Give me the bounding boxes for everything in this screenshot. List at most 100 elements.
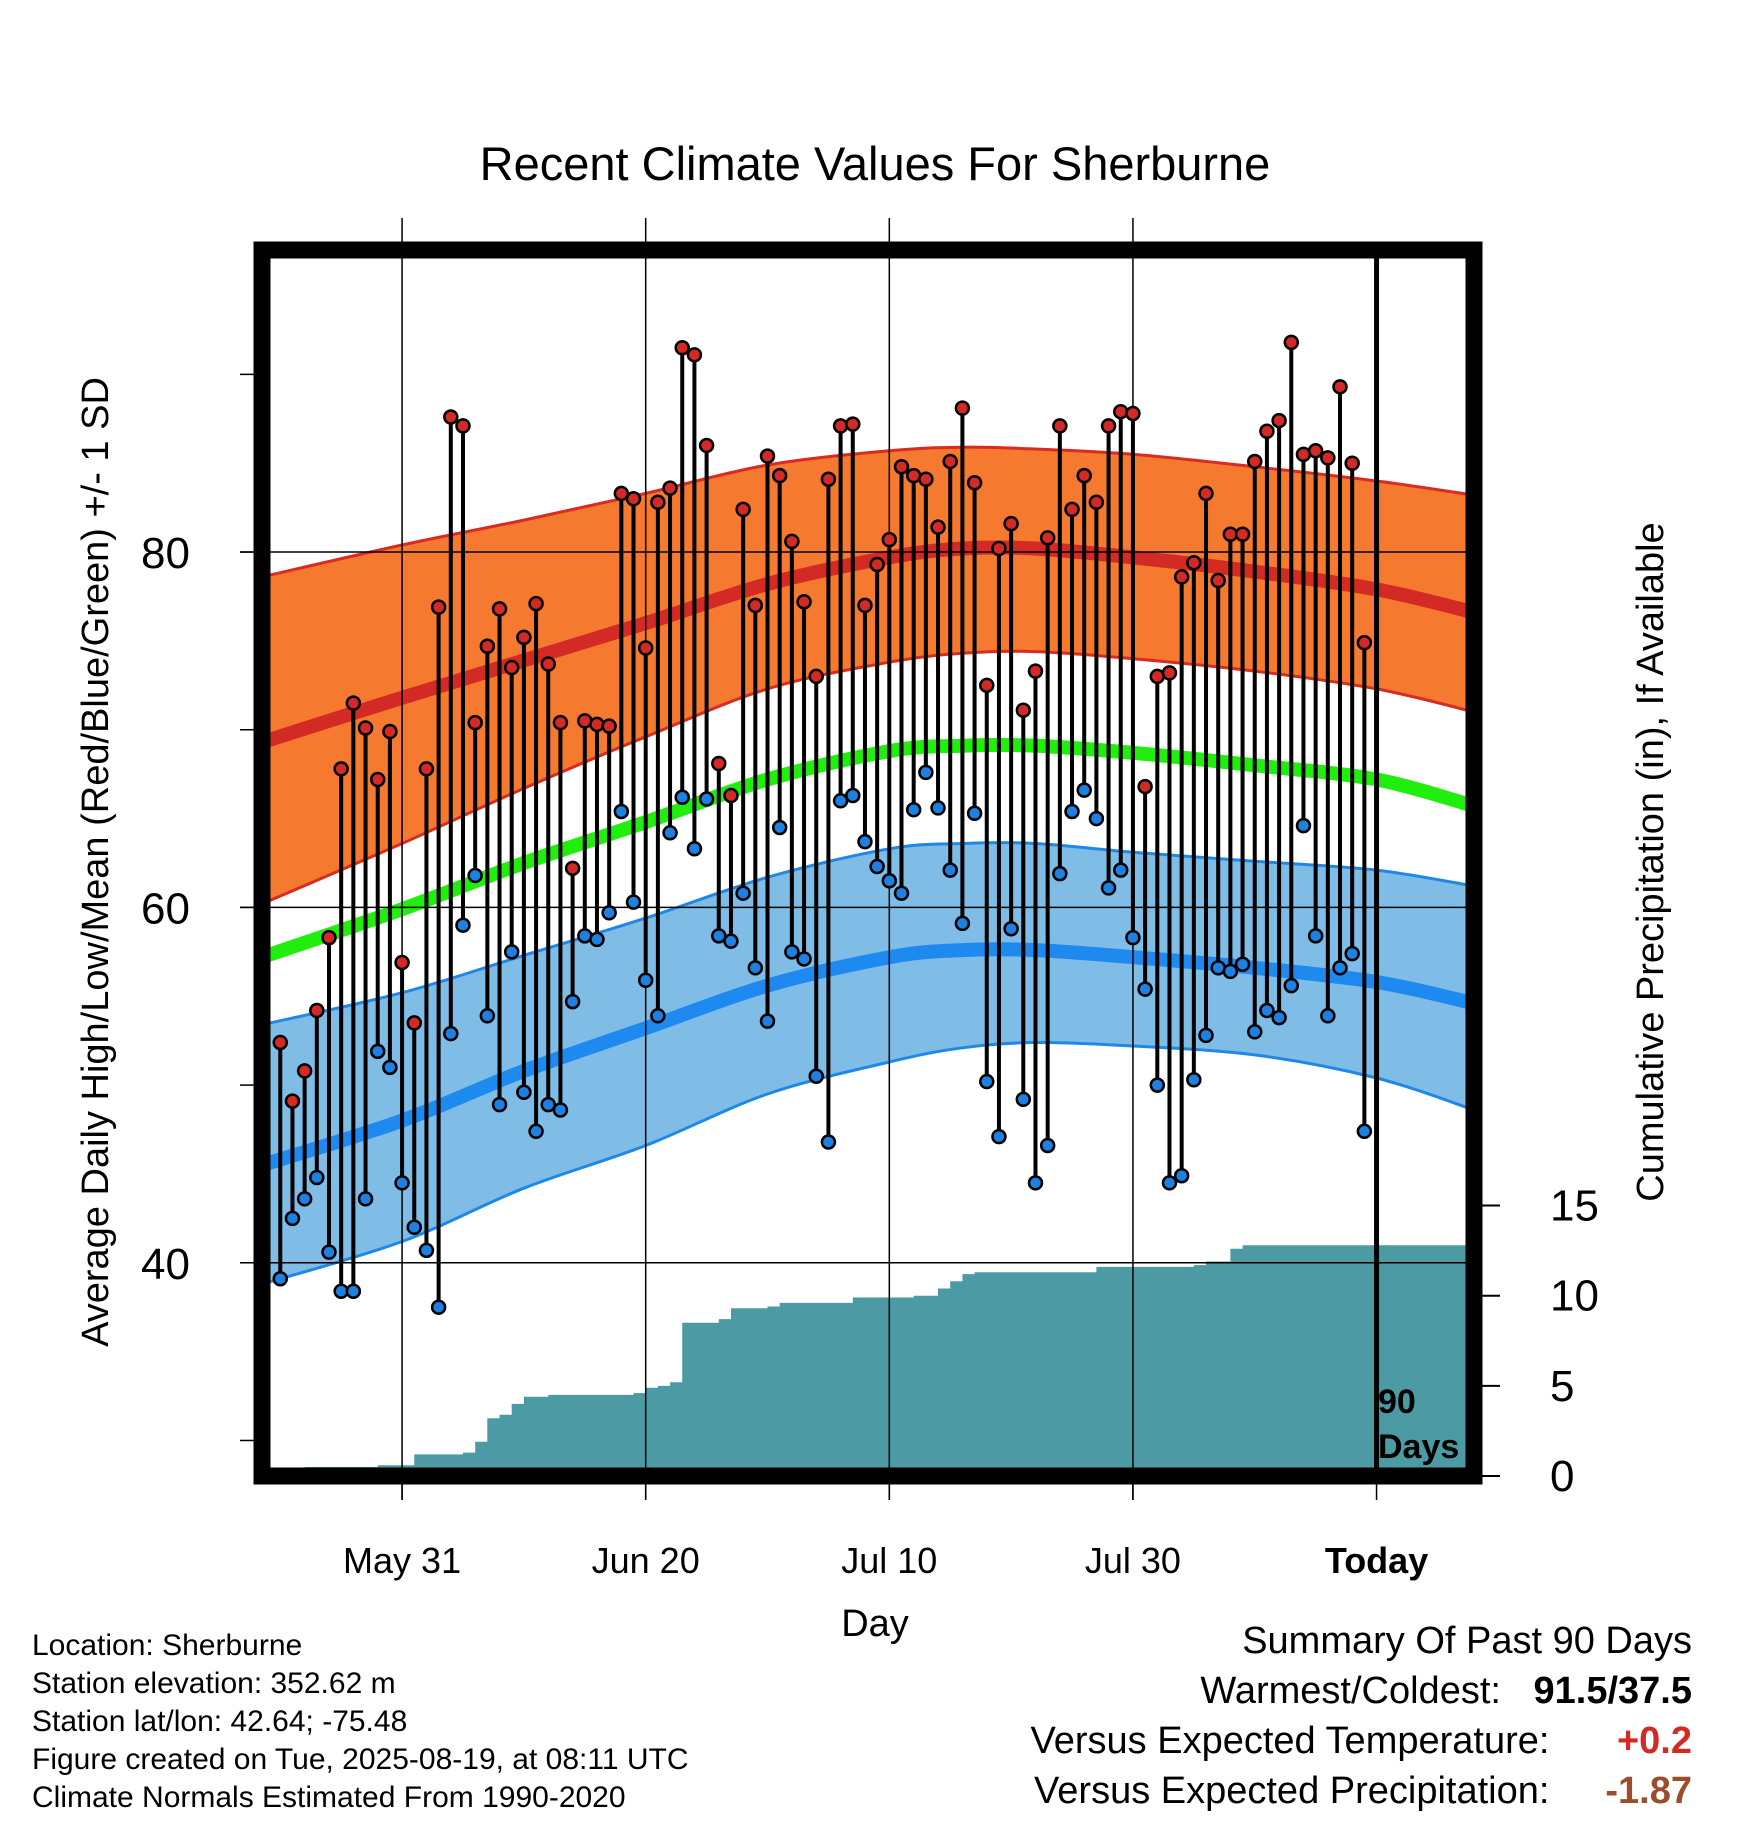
daily-high-point bbox=[333, 761, 349, 777]
daily-high-point bbox=[1125, 405, 1141, 422]
daily-low-point bbox=[1173, 1167, 1190, 1184]
daily-low-point bbox=[1271, 1009, 1287, 1026]
daily-high-point bbox=[1234, 526, 1251, 543]
precip-label: Versus Expected Precipitation: bbox=[1034, 1770, 1550, 1812]
low-mean-line bbox=[262, 942, 1474, 1172]
daily-high-point bbox=[1332, 379, 1348, 395]
daily-high-point bbox=[528, 595, 544, 612]
daily-high-point bbox=[759, 448, 776, 464]
daily-high-point bbox=[1198, 485, 1214, 502]
daily-high-point bbox=[455, 418, 471, 434]
daily-high-point bbox=[1246, 453, 1263, 470]
y2-tick-label-1: 5 bbox=[1550, 1362, 1574, 1411]
daily-low-point bbox=[272, 1271, 289, 1287]
daily-low-point bbox=[540, 1096, 557, 1113]
y2-axis-label: Cumulative Precipitation (in), If Availa… bbox=[1630, 522, 1672, 1201]
daily-high-point bbox=[1076, 467, 1092, 484]
daily-high-point bbox=[747, 597, 764, 614]
daily-low-point bbox=[394, 1175, 410, 1191]
daily-high-point bbox=[418, 761, 435, 777]
figure-created: Figure created on Tue, 2025-08-19, at 08… bbox=[32, 1743, 689, 1776]
daily-low-point bbox=[601, 905, 617, 921]
daily-low-point bbox=[771, 819, 788, 836]
daily-low-point bbox=[1064, 803, 1080, 820]
daily-low-point bbox=[382, 1059, 398, 1076]
low-band-lower-edge bbox=[262, 1040, 1474, 1286]
daily-low-point bbox=[1161, 1175, 1178, 1191]
daily-high-point bbox=[796, 594, 812, 610]
daily-low-point bbox=[1088, 810, 1105, 827]
daily-low-point bbox=[637, 972, 654, 989]
daily-low-point bbox=[1283, 977, 1300, 994]
daily-low-point bbox=[698, 791, 715, 807]
daily-high-point bbox=[613, 485, 630, 502]
daily-low-point bbox=[1003, 920, 1019, 937]
daily-high-point bbox=[540, 656, 557, 672]
daily-high-point bbox=[674, 339, 690, 356]
daily-low-point bbox=[625, 894, 642, 910]
x-tick-label-1: Jun 20 bbox=[592, 1540, 700, 1581]
x-tick-label-0: May 31 bbox=[343, 1540, 461, 1581]
x-axis-label: Day bbox=[841, 1603, 909, 1645]
daily-low-point bbox=[309, 1169, 325, 1186]
daily-low-point bbox=[1259, 1002, 1275, 1019]
daily-low-point bbox=[552, 1102, 569, 1118]
daily-low-point bbox=[296, 1191, 313, 1207]
daily-low-point bbox=[1027, 1175, 1044, 1191]
daily-high-point bbox=[735, 501, 751, 518]
daily-high-point bbox=[1064, 501, 1080, 518]
station-info: Location: Sherburne Station elevation: 3… bbox=[32, 1627, 689, 1817]
daily-high-point bbox=[820, 471, 837, 487]
daily-low-point bbox=[406, 1219, 423, 1235]
climate-normals-note: Climate Normals Estimated From 1990-2020 bbox=[32, 1781, 626, 1814]
daily-high-point bbox=[1307, 443, 1324, 459]
daily-low-point bbox=[869, 858, 885, 875]
daily-high-point bbox=[1039, 530, 1056, 546]
daily-high-point bbox=[784, 533, 800, 550]
y-tick-label-1: 60 bbox=[141, 884, 190, 933]
daily-high-point bbox=[296, 1063, 313, 1079]
daily-high-point bbox=[991, 540, 1007, 557]
warmest-coldest-value: 91.5/37.5 bbox=[1533, 1670, 1692, 1712]
daily-high-point bbox=[479, 638, 496, 654]
daily-high-point bbox=[369, 771, 386, 788]
daily-low-point bbox=[613, 803, 630, 820]
daily-low-point bbox=[1320, 1008, 1336, 1024]
daily-low-point bbox=[491, 1096, 508, 1113]
temp-value: +0.2 bbox=[1616, 1720, 1692, 1762]
daily-low-point bbox=[723, 933, 739, 949]
daily-high-point bbox=[1259, 423, 1275, 439]
daily-low-point bbox=[1356, 1123, 1373, 1140]
daily-low-point bbox=[735, 885, 751, 901]
daily-high-point bbox=[698, 437, 715, 454]
plot-frame bbox=[253, 241, 1483, 1485]
daily-high-point bbox=[1186, 554, 1202, 571]
daily-high-point bbox=[893, 459, 910, 475]
daily-high-point bbox=[881, 531, 898, 548]
daily-high-point bbox=[284, 1093, 301, 1109]
precip-value: -1.87 bbox=[1605, 1770, 1692, 1812]
cumulative-precip-area bbox=[262, 1245, 1474, 1476]
daily-high-point bbox=[394, 954, 410, 971]
daily-low-point bbox=[455, 917, 471, 933]
daily-high-point bbox=[589, 716, 605, 733]
daily-low-point bbox=[430, 1299, 447, 1315]
daily-high-point bbox=[650, 494, 666, 511]
daily-low-point bbox=[1076, 782, 1092, 798]
daily-low-point bbox=[942, 862, 958, 878]
daily-low-point bbox=[1039, 1137, 1056, 1154]
y-tick-label-2: 80 bbox=[141, 529, 190, 578]
daily-low-point bbox=[893, 885, 910, 901]
daily-high-point bbox=[845, 416, 861, 432]
daily-high-point bbox=[625, 491, 642, 507]
daily-high-point bbox=[1344, 455, 1360, 471]
daily-high-point bbox=[357, 720, 374, 736]
daily-low-point bbox=[1198, 1027, 1214, 1044]
daily-low-point bbox=[808, 1068, 824, 1084]
daily-low-point bbox=[1186, 1072, 1202, 1088]
daily-low-point bbox=[1113, 862, 1129, 878]
daily-high-point bbox=[869, 556, 885, 573]
daily-low-point bbox=[516, 1084, 532, 1100]
daily-low-point bbox=[564, 993, 581, 1010]
